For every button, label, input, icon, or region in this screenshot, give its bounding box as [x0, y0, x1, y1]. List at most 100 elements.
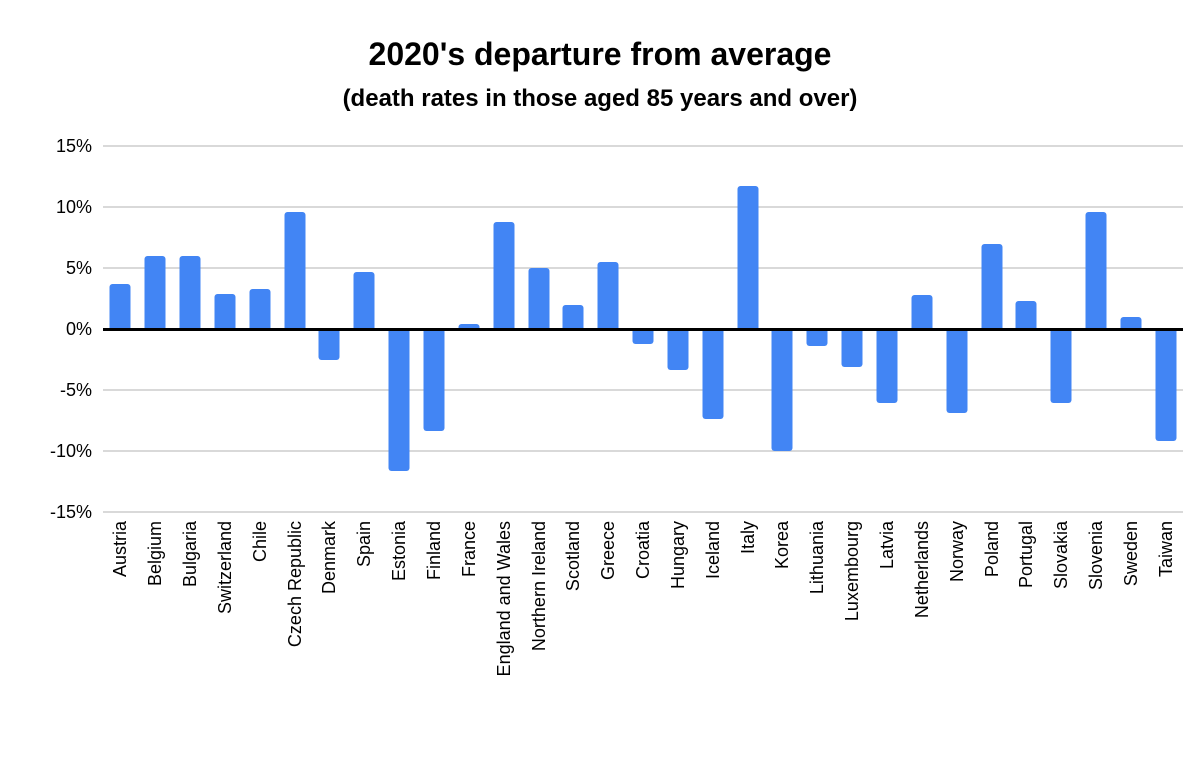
x-label-croatia: Croatia [633, 521, 654, 580]
chart-subtitle: (death rates in those aged 85 years and … [342, 85, 858, 112]
bar-italy [737, 186, 759, 329]
bar-denmark [318, 329, 340, 360]
bar-cell-portugal [1009, 146, 1044, 512]
bar-cell-luxembourg [835, 146, 870, 512]
y-tick-label--10: -10% [49, 441, 92, 461]
x-cell-sweden: Sweden [1113, 521, 1148, 771]
x-cell-switzerland: Switzerland [208, 521, 243, 771]
x-label-poland: Poland [981, 521, 1002, 578]
y-tick-label-5: 5% [65, 258, 92, 278]
bar-cell-sweden [1113, 146, 1148, 512]
bar-greece [597, 261, 619, 329]
x-label-estonia: Estonia [389, 521, 410, 582]
bar-iceland [702, 329, 724, 420]
y-tick-label-15: 15% [55, 136, 92, 156]
bar-switzerland [214, 293, 236, 329]
bars-row [103, 146, 1183, 512]
bar-cell-estonia [382, 146, 417, 512]
x-label-northern-ireland: Northern Ireland [528, 521, 549, 652]
bar-cell-denmark [312, 146, 347, 512]
bar-cell-korea [765, 146, 800, 512]
bar-cell-finland [417, 146, 452, 512]
bar-czech-republic [284, 211, 306, 329]
bar-poland [981, 243, 1003, 329]
bar-cell-northern-ireland [521, 146, 556, 512]
y-axis-labels: 15% 10% 5% 0% -5% -10% -15% [0, 136, 92, 522]
bar-cell-czech-republic [277, 146, 312, 512]
x-cell-estonia: Estonia [382, 521, 417, 771]
bar-cell-norway [939, 146, 974, 512]
gridline--15 [103, 511, 1183, 513]
x-cell-france: France [451, 521, 486, 771]
x-cell-belgium: Belgium [138, 521, 173, 771]
bar-belgium [144, 255, 166, 329]
bar-cell-netherlands [904, 146, 939, 512]
bar-cell-greece [591, 146, 626, 512]
x-cell-latvia: Latvia [870, 521, 905, 771]
x-label-england-and-wales: England and Wales [493, 521, 514, 677]
x-label-portugal: Portugal [1016, 521, 1037, 589]
x-cell-spain: Spain [347, 521, 382, 771]
x-label-greece: Greece [598, 521, 619, 581]
x-label-lithuania: Lithuania [807, 521, 828, 595]
x-cell-luxembourg: Luxembourg [835, 521, 870, 771]
x-cell-netherlands: Netherlands [904, 521, 939, 771]
x-cell-taiwan: Taiwan [1148, 521, 1183, 771]
x-label-belgium: Belgium [145, 521, 166, 587]
bar-cell-switzerland [208, 146, 243, 512]
x-cell-poland: Poland [974, 521, 1009, 771]
bar-cell-spain [347, 146, 382, 512]
zero-axis-line [103, 327, 1183, 331]
bar-hungary [667, 329, 689, 371]
bar-cell-taiwan [1148, 146, 1183, 512]
x-label-austria: Austria [110, 521, 131, 578]
bar-lithuania [806, 329, 828, 347]
gridline-10 [103, 206, 1183, 208]
x-cell-croatia: Croatia [626, 521, 661, 771]
bar-cell-latvia [870, 146, 905, 512]
plot-area [103, 145, 1183, 513]
x-label-sweden: Sweden [1120, 521, 1141, 587]
x-cell-bulgaria: Bulgaria [173, 521, 208, 771]
bar-bulgaria [179, 255, 201, 329]
x-cell-portugal: Portugal [1009, 521, 1044, 771]
gridline-5 [103, 267, 1183, 269]
x-label-scotland: Scotland [563, 521, 584, 592]
bar-luxembourg [841, 329, 863, 367]
bar-cell-scotland [556, 146, 591, 512]
bar-estonia [388, 329, 410, 471]
x-label-netherlands: Netherlands [911, 521, 932, 619]
bar-cell-austria [103, 146, 138, 512]
x-cell-hungary: Hungary [661, 521, 696, 771]
x-cell-greece: Greece [591, 521, 626, 771]
bar-croatia [632, 329, 654, 344]
x-label-luxembourg: Luxembourg [842, 521, 863, 622]
x-cell-norway: Norway [939, 521, 974, 771]
bar-cell-france [451, 146, 486, 512]
bar-cell-hungary [661, 146, 696, 512]
x-label-latvia: Latvia [876, 521, 897, 570]
x-cell-iceland: Iceland [695, 521, 730, 771]
bar-netherlands [911, 294, 933, 329]
bar-korea [771, 329, 793, 451]
bar-taiwan [1155, 329, 1177, 442]
bar-finland [423, 329, 445, 432]
bar-england-and-wales [493, 221, 515, 329]
x-cell-chile: Chile [242, 521, 277, 771]
bar-latvia [876, 329, 898, 404]
x-label-slovenia: Slovenia [1086, 521, 1107, 591]
x-cell-korea: Korea [765, 521, 800, 771]
bar-sweden [1120, 316, 1142, 329]
x-label-denmark: Denmark [319, 521, 340, 595]
bar-slovakia [1050, 329, 1072, 404]
bar-portugal [1015, 300, 1037, 329]
x-label-italy: Italy [737, 521, 758, 555]
x-label-france: France [458, 521, 479, 578]
y-tick-label--5: -5% [59, 380, 92, 400]
x-cell-denmark: Denmark [312, 521, 347, 771]
bar-northern-ireland [528, 268, 550, 329]
bar-austria [109, 283, 131, 329]
bar-norway [946, 329, 968, 414]
bar-cell-england-and-wales [486, 146, 521, 512]
x-cell-italy: Italy [730, 521, 765, 771]
